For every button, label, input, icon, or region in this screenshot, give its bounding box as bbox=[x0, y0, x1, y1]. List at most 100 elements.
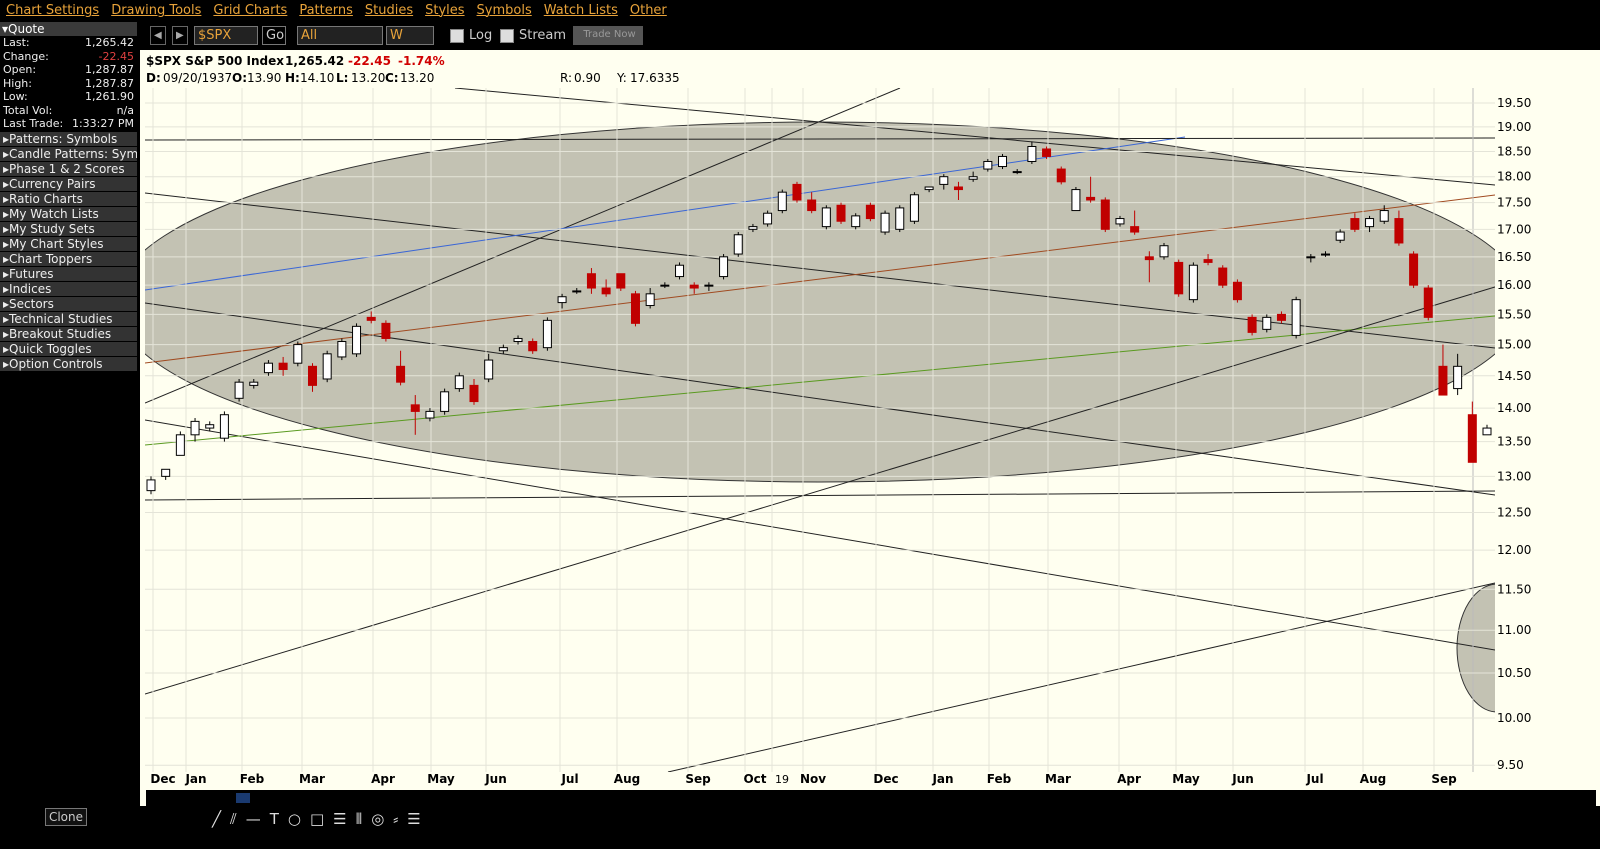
y-tick-label: 18.50 bbox=[1497, 144, 1531, 158]
candle-body bbox=[1379, 210, 1389, 222]
stream-checkbox[interactable] bbox=[500, 29, 514, 43]
candle-body bbox=[895, 207, 905, 230]
sidebar-item[interactable]: ▸Patterns: Symbols bbox=[0, 131, 137, 146]
clone-button[interactable]: Clone bbox=[45, 808, 87, 826]
y-tick-label: 13.00 bbox=[1497, 469, 1531, 483]
sidebar-item[interactable]: ▸Candle Patterns: Symb bbox=[0, 146, 137, 161]
y-tick-label: 12.00 bbox=[1497, 543, 1531, 557]
sidebar-item[interactable]: ▸Quick Toggles bbox=[0, 341, 137, 356]
candle-body bbox=[1042, 148, 1052, 157]
menu-item[interactable]: Symbols bbox=[476, 3, 532, 18]
candle-body bbox=[1482, 427, 1492, 436]
y-tick-label: 14.00 bbox=[1497, 401, 1531, 415]
forward-button[interactable]: ▶ bbox=[172, 26, 188, 45]
sidebar-item[interactable]: ▸Futures bbox=[0, 266, 137, 281]
quote-label: Open: bbox=[3, 63, 37, 76]
sidebar-item[interactable]: ▸Chart Toppers bbox=[0, 251, 137, 266]
sidebar-item[interactable]: ▸Option Controls bbox=[0, 356, 137, 371]
menu-item[interactable]: Grid Charts bbox=[213, 3, 288, 18]
candle-body bbox=[939, 176, 949, 185]
y-tick-label: 17.50 bbox=[1497, 196, 1531, 210]
sidebar-item[interactable]: ▸Ratio Charts bbox=[0, 191, 137, 206]
log-checkbox[interactable] bbox=[450, 29, 464, 43]
menu-item[interactable]: Watch Lists bbox=[543, 3, 618, 18]
menu-item[interactable]: Studies bbox=[364, 3, 414, 18]
candle-body bbox=[1350, 218, 1360, 230]
go-button[interactable]: Go bbox=[262, 26, 286, 45]
candle-body bbox=[498, 347, 508, 352]
candle-body bbox=[998, 155, 1008, 168]
candle-body bbox=[924, 186, 934, 191]
x-tick-label: Apr bbox=[1117, 772, 1141, 786]
candle-body bbox=[1321, 253, 1331, 256]
candle-body bbox=[205, 424, 215, 429]
menu-item[interactable]: Styles bbox=[425, 3, 465, 18]
menu-item[interactable]: Patterns bbox=[299, 3, 353, 18]
y-tick-label: 16.50 bbox=[1497, 250, 1531, 264]
menu-item[interactable]: Chart Settings bbox=[6, 3, 100, 18]
plot: 19.50 19.00 18.50 18.00 17.50 17.00 16.50 16.00… bbox=[145, 88, 1531, 786]
y-tick-label: 15.50 bbox=[1497, 307, 1531, 321]
x-tick-label: Jan bbox=[184, 772, 206, 786]
candle-body bbox=[1086, 196, 1096, 201]
x-tick-label: Jan bbox=[931, 772, 953, 786]
sidebar-item[interactable]: ▸My Chart Styles bbox=[0, 236, 137, 251]
candle-body bbox=[836, 204, 846, 222]
candle-body bbox=[807, 199, 817, 212]
symbol-input[interactable]: $SPX bbox=[194, 26, 258, 45]
candle-body bbox=[190, 420, 200, 436]
candle-body bbox=[1467, 414, 1477, 463]
quote-label: Change: bbox=[3, 49, 49, 63]
x-tick-label: Dec bbox=[150, 772, 175, 786]
sidebar-item[interactable]: ▸Phase 1 & 2 Scores bbox=[0, 161, 137, 176]
menu-item[interactable]: Other bbox=[629, 3, 667, 18]
change-pct: -1.74% bbox=[398, 54, 445, 68]
candle-body bbox=[484, 359, 494, 380]
y-tick-label: 17.00 bbox=[1497, 222, 1531, 236]
period-select[interactable]: W bbox=[386, 26, 434, 45]
scrollbar[interactable] bbox=[146, 790, 1596, 806]
sidebar-item[interactable]: ▸Indices bbox=[0, 281, 137, 296]
x-tick-label: Jul bbox=[560, 772, 578, 786]
candle-body bbox=[748, 226, 758, 230]
trendline bbox=[145, 137, 1495, 141]
scroll-thumb[interactable] bbox=[236, 793, 250, 803]
candle-body bbox=[968, 176, 978, 180]
candle-body bbox=[645, 293, 655, 307]
candle-body bbox=[953, 186, 963, 191]
quote-value: 1,287.87 bbox=[85, 76, 134, 90]
x-tick-label: Sep bbox=[1431, 772, 1457, 786]
ellipse bbox=[145, 121, 1495, 483]
sidebar-item[interactable]: ▸Sectors bbox=[0, 296, 137, 311]
range-select[interactable]: All bbox=[297, 26, 383, 45]
quote-value: 1,287.87 bbox=[85, 63, 134, 76]
candle-body bbox=[307, 365, 317, 386]
candle-body bbox=[1438, 365, 1448, 396]
sidebar-item[interactable]: ▸Technical Studies bbox=[0, 311, 137, 326]
quote-header[interactable]: ▾Quote bbox=[0, 22, 137, 36]
menu-item[interactable]: Drawing Tools bbox=[111, 3, 202, 18]
candle-body bbox=[513, 337, 523, 343]
candle-body bbox=[1276, 313, 1286, 321]
candle-body bbox=[689, 284, 699, 289]
back-button[interactable]: ◀ bbox=[150, 26, 166, 45]
sidebar-item[interactable]: ▸Breakout Studies bbox=[0, 326, 137, 341]
sidebar-item[interactable]: ▸My Study Sets bbox=[0, 221, 137, 236]
candle-body bbox=[983, 160, 993, 170]
candle-body bbox=[425, 410, 435, 419]
candle-body bbox=[1012, 171, 1022, 174]
ohlc-value: 14.10 bbox=[300, 71, 334, 85]
ohlc-label: L: bbox=[336, 71, 348, 85]
candle-body bbox=[175, 434, 185, 456]
trendline bbox=[454, 88, 1495, 186]
candle-body bbox=[146, 479, 156, 492]
candle-body bbox=[1144, 256, 1154, 261]
trade-now-button[interactable]: Trade Now bbox=[573, 26, 643, 45]
drawing-tools[interactable]: ╱⫽—T○□☰⦀◎⸗☰ bbox=[212, 810, 430, 828]
candle-body bbox=[322, 353, 332, 380]
ohlc-label: O: bbox=[232, 71, 247, 85]
x-tick-label: Feb bbox=[240, 772, 265, 786]
drawing-toolbar: ╱⫽—T○□☰⦀◎⸗☰ bbox=[140, 806, 1600, 849]
sidebar-item[interactable]: ▸My Watch Lists bbox=[0, 206, 137, 221]
sidebar-item[interactable]: ▸Currency Pairs bbox=[0, 176, 137, 191]
